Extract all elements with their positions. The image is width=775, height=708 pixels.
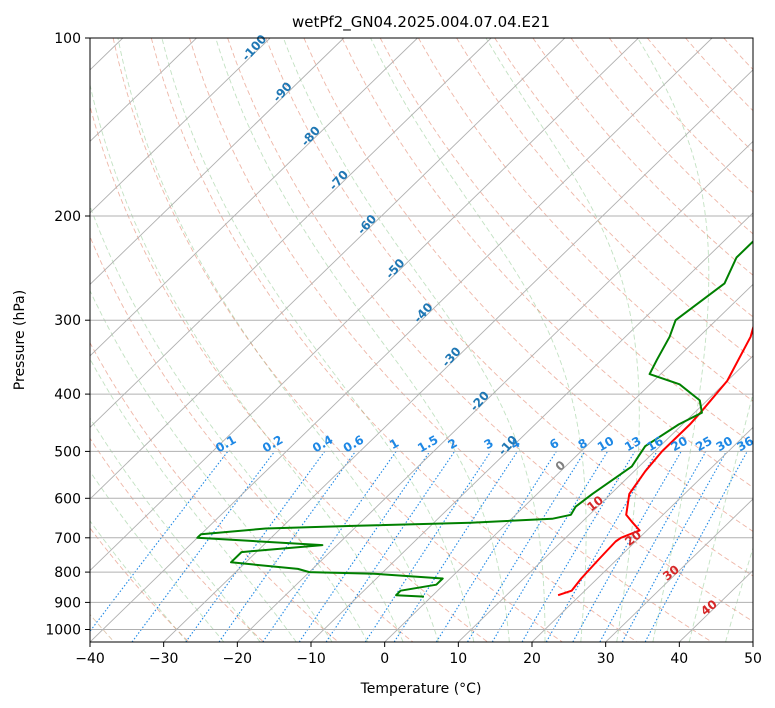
x-tick-label: −40 [75, 651, 105, 667]
mixing-ratio-line [325, 451, 456, 642]
x-tick-label: −10 [296, 651, 326, 667]
y-tick-label: 300 [54, 313, 81, 329]
isotherm-line [384, 283, 753, 642]
mixing-ratio-line [435, 451, 557, 642]
mixing-ratio-line [572, 451, 682, 642]
moist-adiabat-line [90, 82, 404, 642]
isotherm-line [457, 355, 753, 642]
isotherm-line [90, 38, 492, 429]
isotherm-line [90, 38, 418, 357]
isotherm-line [605, 498, 753, 642]
isotherm-line [90, 38, 197, 143]
x-tick-label: 20 [523, 651, 541, 667]
mixing-ratio-line [218, 451, 356, 642]
x-tick-label: 40 [670, 651, 688, 667]
dewpoint-profile-line [196, 240, 753, 598]
y-axis-ticks: 100 200 300 400 500 600 700 800 900 1000 [45, 31, 90, 639]
x-tick-label: 50 [744, 651, 762, 667]
dry-adiabat-line [112, 38, 563, 642]
isotherm-line [531, 426, 753, 642]
y-tick-label: 200 [54, 209, 81, 225]
y-tick-label: 600 [54, 491, 81, 507]
dry-adiabat-line [90, 104, 488, 642]
isotherm-line [236, 140, 753, 642]
mixing-ratio-line [131, 451, 276, 642]
mixing-ratio-line [393, 451, 518, 642]
moist-adiabat-line [90, 358, 297, 642]
moist-adiabat-line [215, 38, 510, 642]
isotherm-line [310, 212, 753, 642]
x-axis-ticks: −40 −30 −20 −10 0 10 20 30 40 50 [75, 642, 762, 667]
moist-adiabat-line [370, 38, 587, 642]
y-tick-label: 900 [54, 595, 81, 611]
isotherm-line [90, 38, 639, 572]
moist-adiabat-line [282, 38, 546, 642]
y-tick-label: 700 [54, 531, 81, 547]
mixing-ratio-line [467, 451, 586, 642]
isotherm-line [90, 38, 713, 642]
dry-adiabat-line [90, 341, 339, 642]
x-tick-label: 30 [597, 651, 615, 667]
mixing-ratio-line [298, 451, 431, 642]
moist-adiabat-line [90, 204, 369, 642]
temperature-profile-line [557, 324, 753, 597]
moist-adiabat-line [725, 546, 753, 642]
mixing-ratio-line [621, 451, 727, 642]
y-axis-label: Pressure (hPa) [12, 290, 28, 390]
moist-adiabat-line [117, 38, 439, 642]
y-tick-label: 1000 [45, 623, 81, 639]
x-tick-label: −20 [223, 651, 253, 667]
moist-adiabats [90, 38, 753, 642]
dry-adiabat-line [227, 38, 753, 622]
dry-adiabat-line [379, 38, 753, 445]
profile-series [196, 240, 753, 598]
x-tick-label: 0 [380, 651, 389, 667]
dry-adiabat-line [150, 38, 638, 642]
dry-adiabat-line [341, 38, 753, 488]
moist-adiabat-line [688, 391, 753, 642]
isotherm-line [90, 38, 566, 500]
mixing-ratio-line [599, 451, 707, 642]
mixing-ratio-line [491, 451, 609, 642]
x-tick-label: 10 [449, 651, 467, 667]
chart-title: wetPf2_GN04.2025.004.07.04.E21 [292, 13, 550, 32]
dry-adiabat-line [265, 38, 753, 577]
mixing-ratio-line [185, 451, 326, 642]
mixing-ratio-line [364, 451, 492, 642]
isotherm-line [90, 38, 271, 214]
plot-frame [89, 37, 754, 643]
y-tick-label: 500 [54, 444, 81, 460]
dry-adiabat-line [90, 527, 190, 642]
y-tick-label: 100 [54, 31, 81, 47]
y-tick-label: 800 [54, 565, 81, 581]
x-axis-label: Temperature (°C) [360, 681, 482, 697]
dry-adiabat-line [189, 38, 712, 642]
isotherms [90, 38, 753, 642]
y-tick-label: 400 [54, 387, 81, 403]
moist-adiabat-line [90, 289, 333, 642]
x-tick-label: −30 [149, 651, 179, 667]
moist-adiabat-line [637, 38, 710, 642]
isotherm-line [90, 38, 345, 286]
dry-adiabat-line [90, 437, 264, 642]
mixing-ratio-line [262, 451, 397, 642]
mixing-ratio-line [90, 451, 229, 633]
moist-adiabat-line [161, 38, 475, 642]
